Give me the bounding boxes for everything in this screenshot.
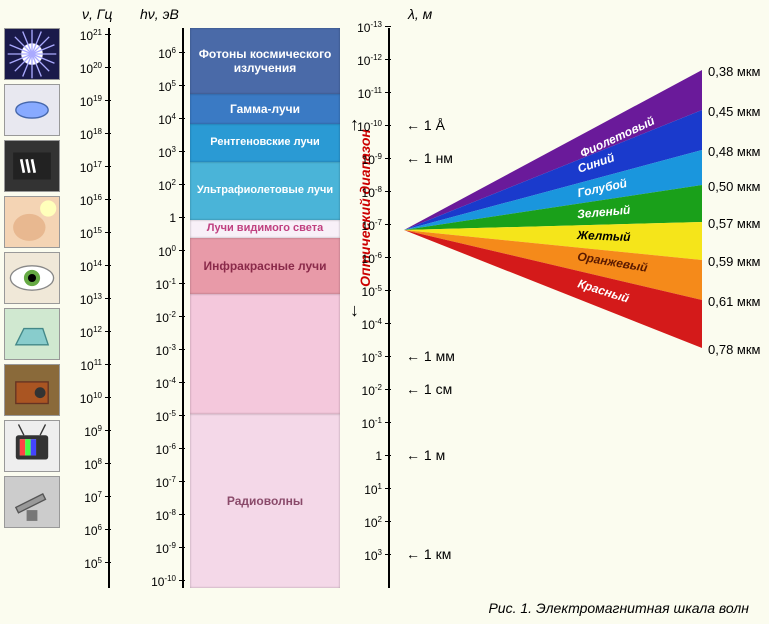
- tick: 107: [84, 490, 102, 505]
- tick: 10-6: [362, 251, 382, 266]
- visible-spectrum-wedge: [404, 0, 708, 400]
- tick: 10-5: [362, 284, 382, 299]
- tick: 10-4: [362, 317, 382, 332]
- tick: 10-5: [156, 409, 176, 424]
- tick: 1018: [80, 127, 102, 142]
- tick: 103: [364, 548, 382, 563]
- tick: 10-12: [357, 53, 382, 68]
- tick: 10-6: [156, 442, 176, 457]
- wavelength-label: 0,59 мкм: [708, 254, 760, 269]
- tick: 1015: [80, 226, 102, 241]
- tick: 106: [158, 46, 176, 61]
- tick: 10-8: [156, 508, 176, 523]
- band: Гамма-лучи: [190, 94, 340, 124]
- band: [190, 294, 340, 414]
- tick: 104: [158, 112, 176, 127]
- tick: 102: [158, 178, 176, 193]
- tick: 10-9: [362, 152, 382, 167]
- spectrum-label: Желтый: [577, 228, 631, 244]
- tick: 10-2: [362, 383, 382, 398]
- tick: 1012: [80, 325, 102, 340]
- tick: 10-13: [357, 20, 382, 35]
- band: Инфракрасные лучи: [190, 238, 340, 294]
- energy-axis: [182, 28, 184, 588]
- wavelength-label: 0,38 мкм: [708, 64, 760, 79]
- tick: 109: [84, 424, 102, 439]
- tick: 1011: [80, 358, 102, 373]
- lambda-axis: [388, 28, 390, 588]
- icon-gamma: [4, 84, 60, 136]
- tick: 10-3: [362, 350, 382, 365]
- band: Рентгеновские лучи: [190, 124, 340, 162]
- wavelength-label: 0,78 мкм: [708, 342, 760, 357]
- lambda-marker: ← 1 м: [406, 447, 445, 463]
- tick: 105: [84, 556, 102, 571]
- icon-cosmic: [4, 28, 60, 80]
- tick: 106: [84, 523, 102, 538]
- tick: 1019: [80, 94, 102, 109]
- tick: 1016: [80, 193, 102, 208]
- icon-xray: [4, 140, 60, 192]
- tick: 10-3: [156, 343, 176, 358]
- tick: 10-8: [362, 185, 382, 200]
- tick: 10-2: [156, 310, 176, 325]
- tick: 1013: [80, 292, 102, 307]
- tick: 105: [158, 79, 176, 94]
- band: Фотоны космического излучения: [190, 28, 340, 94]
- tick: 100: [158, 244, 176, 259]
- figure-caption: Рис. 1. Электромагнитная шкала волн: [488, 600, 749, 616]
- icon-column: [4, 28, 62, 528]
- tick: 1: [169, 211, 176, 225]
- tick: 1021: [80, 28, 102, 43]
- tick: 10-7: [156, 475, 176, 490]
- tick: 1014: [80, 259, 102, 274]
- icon-uv: [4, 196, 60, 248]
- wavelength-label: 0,61 мкм: [708, 294, 760, 309]
- tick: 101: [364, 482, 382, 497]
- band: Ультрафиолетовые лучи: [190, 162, 340, 220]
- icon-tv: [4, 420, 60, 472]
- tick: 108: [84, 457, 102, 472]
- wavelength-label: 0,57 мкм: [708, 216, 760, 231]
- tick: 10-10: [151, 574, 176, 589]
- tick: 1020: [80, 61, 102, 76]
- wavelength-label: 0,50 мкм: [708, 179, 760, 194]
- tick: 10-1: [362, 416, 382, 431]
- lambda-marker: ← 1 км: [406, 546, 451, 562]
- band: Радиоволны: [190, 414, 340, 588]
- icon-iron: [4, 308, 60, 360]
- tick: 102: [364, 515, 382, 530]
- tick: 10-10: [357, 119, 382, 134]
- freq-axis: [108, 28, 110, 588]
- freq-axis-label: ν, Гц: [82, 6, 112, 22]
- energy-axis-label: hν, эВ: [140, 6, 179, 22]
- wavelength-label: 0,45 мкм: [708, 104, 760, 119]
- band: Лучи видимого света: [190, 220, 340, 238]
- opt-arrow-down: ↓: [350, 300, 359, 321]
- em-bands: Фотоны космического излученияГамма-лучиР…: [190, 28, 340, 588]
- icon-radar: [4, 476, 60, 528]
- tick: 1: [375, 449, 382, 463]
- icon-eye: [4, 252, 60, 304]
- wavelength-label: 0,48 мкм: [708, 144, 760, 159]
- tick: 1010: [80, 391, 102, 406]
- tick: 103: [158, 145, 176, 160]
- tick: 10-1: [156, 277, 176, 292]
- tick: 10-4: [156, 376, 176, 391]
- tick: 10-11: [358, 86, 382, 101]
- icon-radio: [4, 364, 60, 416]
- tick: 10-9: [156, 541, 176, 556]
- tick: 1017: [80, 160, 102, 175]
- tick: 10-7: [362, 218, 382, 233]
